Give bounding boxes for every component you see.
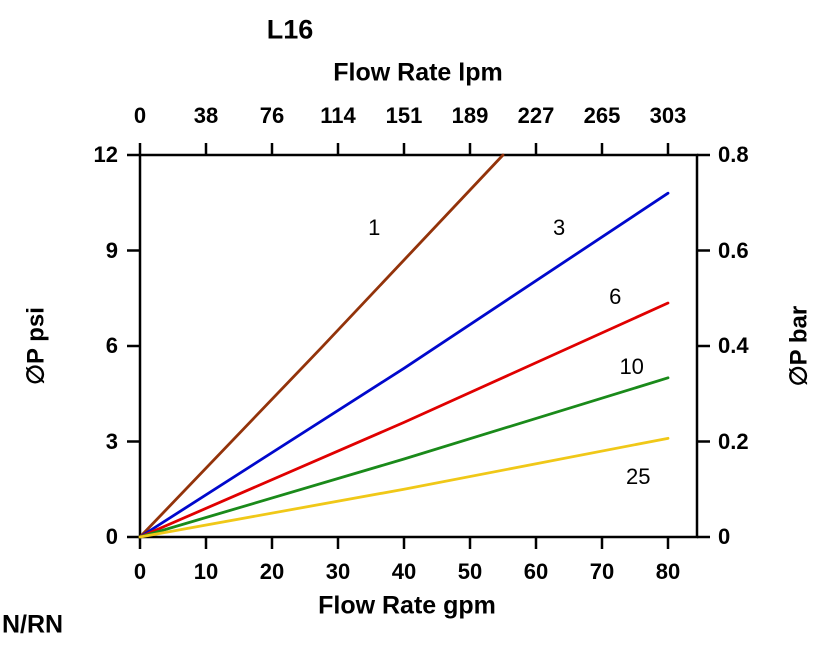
bottom-tick-label: 70: [589, 559, 615, 584]
top-tick-label: 265: [583, 103, 621, 128]
left-tick-label: 3: [105, 428, 118, 454]
bottom-tick-label: 60: [523, 559, 549, 584]
left-tick-label: 9: [105, 237, 118, 263]
footer-model-code: N/RN: [2, 610, 64, 639]
left-tick-label: 0: [105, 524, 118, 549]
chart-title: L16: [266, 14, 314, 45]
bottom-axis-label: Flow Rate gpm: [318, 591, 496, 620]
curve-label-10: 10: [619, 353, 644, 379]
curve-3: [138, 191, 670, 539]
top-tick-label: 303: [649, 103, 687, 128]
top-tick-label: 114: [320, 103, 356, 128]
curve-label-6: 6: [609, 283, 622, 309]
right-tick-label: 0: [718, 524, 731, 549]
bottom-tick-label: 0: [133, 559, 147, 584]
right-tick-label: 0.4: [718, 333, 749, 358]
right-tick-label: 0.8: [718, 142, 749, 167]
top-tick-label: 38: [193, 103, 219, 128]
bottom-tick-label: 40: [391, 559, 417, 584]
bottom-tick-label: 20: [259, 559, 285, 584]
plot-border: [138, 153, 699, 539]
left-tick-label: 12: [93, 142, 118, 167]
bottom-tick-label: 80: [655, 559, 681, 584]
top-tick-label: 227: [517, 103, 555, 128]
top-tick-label: 76: [259, 103, 285, 128]
left-tick-label: 6: [105, 333, 118, 358]
top-tick-label: 189: [451, 103, 489, 128]
right-tick-label: 0.2: [718, 428, 749, 454]
bottom-tick-label: 30: [325, 559, 351, 584]
top-tick-label: 151: [385, 103, 423, 128]
curve-25: [138, 436, 670, 539]
right-tick-label: 0.6: [718, 237, 749, 263]
curve-label-1: 1: [368, 215, 381, 241]
bottom-tick-label: 50: [457, 559, 483, 584]
bottom-tick-label: 10: [193, 559, 219, 584]
curve-1: [138, 153, 505, 539]
top-tick-label: 0: [133, 103, 147, 128]
curve-6: [138, 301, 670, 539]
top-axis-label: Flow Rate lpm: [333, 58, 503, 87]
curve-label-3: 3: [552, 215, 566, 241]
curve-10: [138, 376, 670, 539]
curve-label-25: 25: [626, 463, 651, 489]
